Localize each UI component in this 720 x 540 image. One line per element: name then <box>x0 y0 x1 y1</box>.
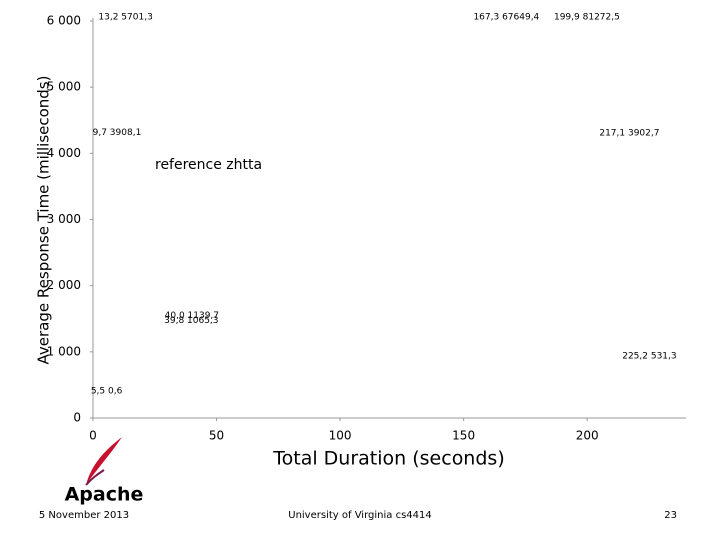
point-label: 39,8 1065,3 <box>164 316 218 326</box>
point-label: 40,0 1139,7 <box>165 311 219 321</box>
logo-text: Apache <box>65 484 144 506</box>
y-tick-label: 6 000 <box>47 14 81 28</box>
annotation: reference zhtta <box>155 157 262 173</box>
y-tick-label: 3 000 <box>47 212 81 226</box>
footer-center: University of Virginia cs4414 <box>288 510 431 521</box>
x-tick-label: 50 <box>209 429 224 443</box>
feather-shaft <box>85 469 105 486</box>
y-tick-label: 2 000 <box>47 278 81 292</box>
point-label: 13,2 5701,3 <box>98 13 152 23</box>
y-tick-label: 0 <box>73 411 81 425</box>
footer-date: 5 November 2013 <box>39 510 129 521</box>
x-axis-title: Total Duration (seconds) <box>272 448 504 470</box>
point-label: 225,2 531,3 <box>622 351 676 361</box>
point-label: 9,7 3908,1 <box>93 128 142 138</box>
point-label: 199,9 81272,5 <box>554 13 620 23</box>
point-label: 217,1 3902,7 <box>599 128 659 138</box>
point-label: 167,3 67649,4 <box>473 13 539 23</box>
y-tick-label: 5 000 <box>47 80 81 94</box>
y-tick-label: 1 000 <box>47 344 81 358</box>
page-number: 23 <box>664 510 677 521</box>
apache-logo: Apache <box>65 437 144 506</box>
x-tick-label: 150 <box>452 429 475 443</box>
y-tick-label: 4 000 <box>47 146 81 160</box>
point-label: 5,5 0,6 <box>91 386 123 396</box>
x-tick-label: 200 <box>576 429 599 443</box>
x-tick-label: 100 <box>329 429 352 443</box>
feather <box>86 437 122 485</box>
x-tick-label: 0 <box>89 429 97 443</box>
y-axis-title: Average Response Time (milliseconds) <box>35 76 53 365</box>
